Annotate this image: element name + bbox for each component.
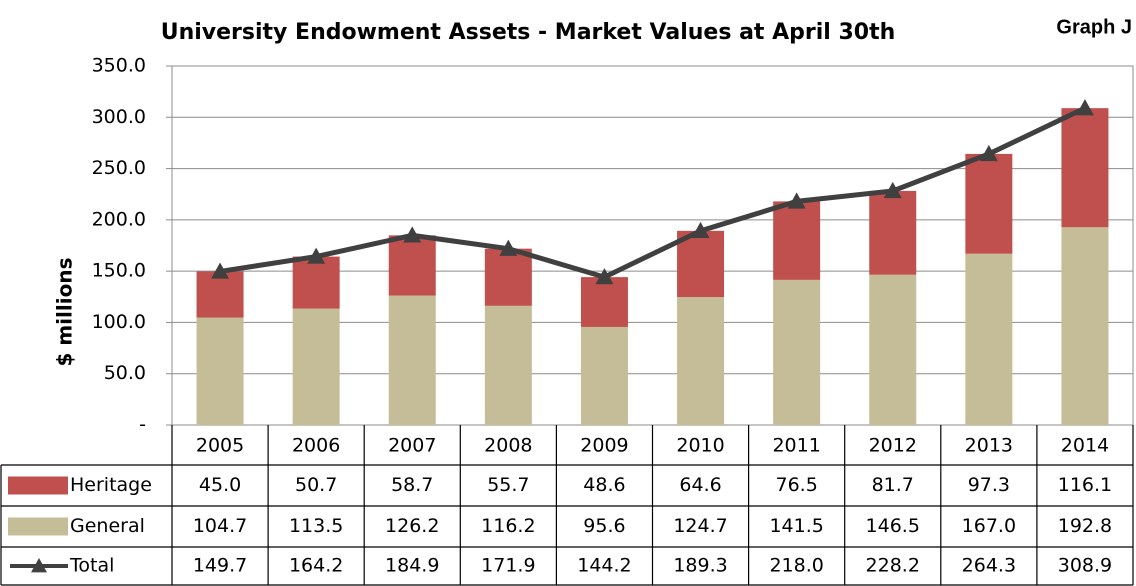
table-cell: 126.2 [385,515,439,537]
table-cell: 81.7 [872,474,914,496]
bar [388,295,436,425]
table-cell: 50.7 [295,474,337,496]
table-cell: 141.5 [769,515,823,537]
x-tick-label: 2014 [1061,435,1109,457]
bar [773,201,821,280]
table-cell: 192.8 [1058,515,1112,537]
bar [292,308,340,425]
bar [869,190,917,275]
legend-swatch [8,476,68,495]
chart-title: University Endowment Assets - Market Val… [161,20,896,45]
table-cell: 189.3 [673,555,727,577]
y-tick-label: 350.0 [92,55,146,77]
x-tick-label: 2013 [965,435,1013,457]
table-cell: 264.3 [962,555,1016,577]
table-cell: 48.6 [583,474,625,496]
table-cell: 58.7 [391,474,433,496]
bar [484,248,532,306]
line-marker [979,144,998,162]
line [219,105,1087,280]
bar [965,153,1013,254]
y-tick-label: 200.0 [92,208,146,230]
legend-swatch [8,517,68,536]
table-cell: 171.9 [481,555,535,577]
table-cell: 76.5 [775,474,817,496]
x-tick-label: 2007 [388,435,436,457]
bar [484,305,532,425]
table-cell: 116.2 [481,515,535,537]
table-cell: 308.9 [1058,555,1112,577]
table-cell: 124.7 [673,515,727,537]
bar [388,235,436,296]
table-cell: 184.9 [385,555,439,577]
table-cell: 113.5 [289,515,343,537]
bar [677,297,725,425]
legend-label: Total [69,555,114,577]
bar [869,274,917,425]
line-marker [1075,99,1094,116]
y-tick-label: 100.0 [92,311,146,333]
y-tick-label: 50.0 [104,362,146,384]
table-cell: 146.5 [866,515,920,537]
table-cell: 104.7 [193,515,247,537]
table-cell: 45.0 [199,474,241,496]
line-marker [307,247,326,264]
bar [1061,227,1109,425]
line-marker [403,226,422,243]
y-tick-label: 300.0 [92,106,146,128]
x-tick-label: 2005 [196,435,244,457]
bar [580,277,628,327]
x-tick-label: 2012 [869,435,917,457]
y-tick-label: 150.0 [92,260,146,282]
table-cell: 149.7 [193,555,247,577]
table-cell: 218.0 [769,555,823,577]
x-tick-label: 2009 [580,435,628,457]
line-marker [691,221,710,239]
x-tick-label: 2011 [772,435,820,457]
table-cell: 167.0 [962,515,1016,537]
line-marker [883,181,902,199]
line-marker [595,268,614,285]
table-cell: 95.6 [583,515,625,537]
bar [196,271,244,318]
line-marker [211,262,230,279]
bar [580,326,628,425]
bar [965,253,1013,425]
y-tick-label: 250.0 [92,157,146,179]
legend-label: Heritage [70,474,152,496]
table-cell: 97.3 [968,474,1010,496]
legend-label: General [70,515,145,537]
line-marker [787,192,806,209]
y-tick-label: - [139,414,146,436]
bar [292,256,340,309]
table-cell: 228.2 [866,555,920,577]
line-marker [499,239,518,256]
bar [196,317,244,425]
table-cell: 116.1 [1058,474,1112,496]
bar [773,279,821,425]
x-tick-label: 2006 [292,435,340,457]
table-cell: 64.6 [679,474,721,496]
legend-marker [31,558,47,573]
corner-label: Graph J [1056,16,1132,38]
bar [1061,108,1109,228]
table-cell: 55.7 [487,474,529,496]
y-axis-label: $ millions [53,257,77,366]
x-tick-label: 2008 [484,435,532,457]
x-tick-label: 2010 [676,435,724,457]
table-cell: 164.2 [289,555,343,577]
bar [677,230,725,298]
table-cell: 144.2 [577,555,631,577]
